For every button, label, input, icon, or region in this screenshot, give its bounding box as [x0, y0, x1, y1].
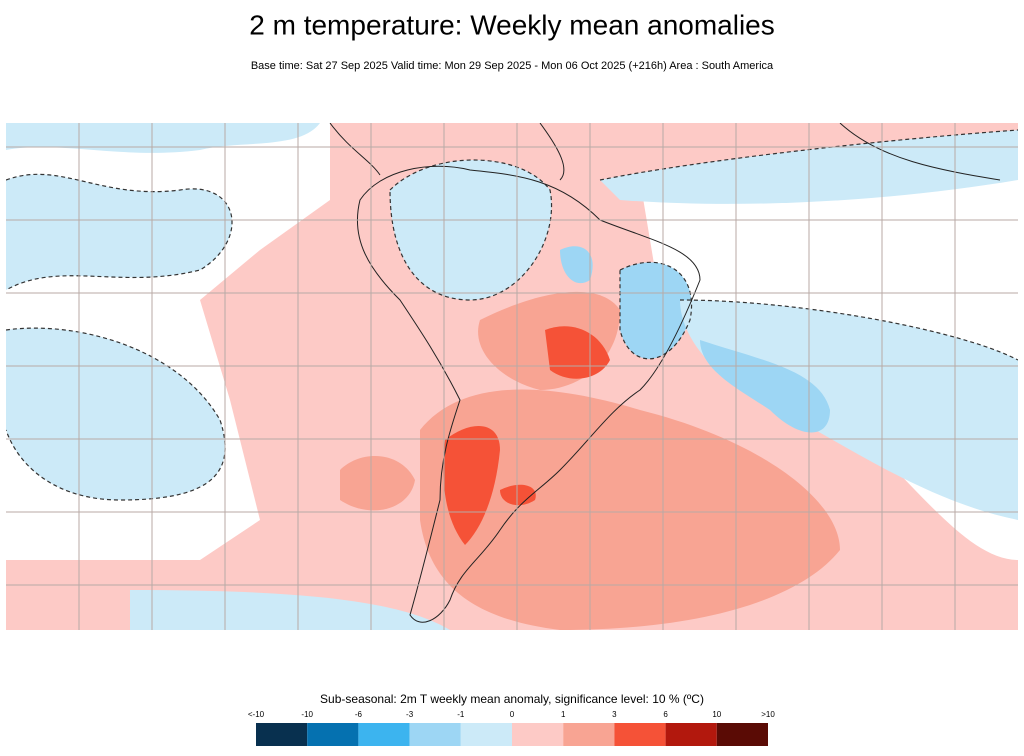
colorbar-swatch: [716, 723, 768, 746]
colorbar-swatch: [307, 723, 359, 746]
colorbar-swatch: [563, 723, 615, 746]
colorbar-swatch: [512, 723, 564, 746]
colorbar-label: 1: [561, 710, 566, 719]
colorbar-swatch: [256, 723, 308, 746]
colorbar-label: 10: [712, 710, 721, 719]
colorbar-label: -6: [355, 710, 363, 719]
colorbar-swatch: [460, 723, 512, 746]
subtitle: Base time: Sat 27 Sep 2025 Valid time: M…: [251, 60, 774, 72]
colorbar-label: >10: [761, 710, 775, 719]
colorbar-swatch: [614, 723, 666, 746]
colorbar-label: -3: [406, 710, 414, 719]
colorbar-label: 0: [510, 710, 515, 719]
colorbar-swatch: [665, 723, 717, 746]
colorbar: <-10 -10 -6 -3 -1 0 1 3 6 10 >10: [248, 710, 775, 746]
legend-title: Sub-seasonal: 2m T weekly mean anomaly, …: [320, 692, 704, 706]
title: 2 m temperature: Weekly mean anomalies: [249, 9, 775, 40]
colorbar-label: -10: [301, 710, 313, 719]
colorbar-swatch: [358, 723, 410, 746]
colorbar-label: -1: [457, 710, 465, 719]
colorbar-swatch: [409, 723, 461, 746]
colorbar-label: <-10: [248, 710, 265, 719]
colorbar-label: 6: [663, 710, 668, 719]
map: [6, 123, 1018, 630]
colorbar-label: 3: [612, 710, 617, 719]
